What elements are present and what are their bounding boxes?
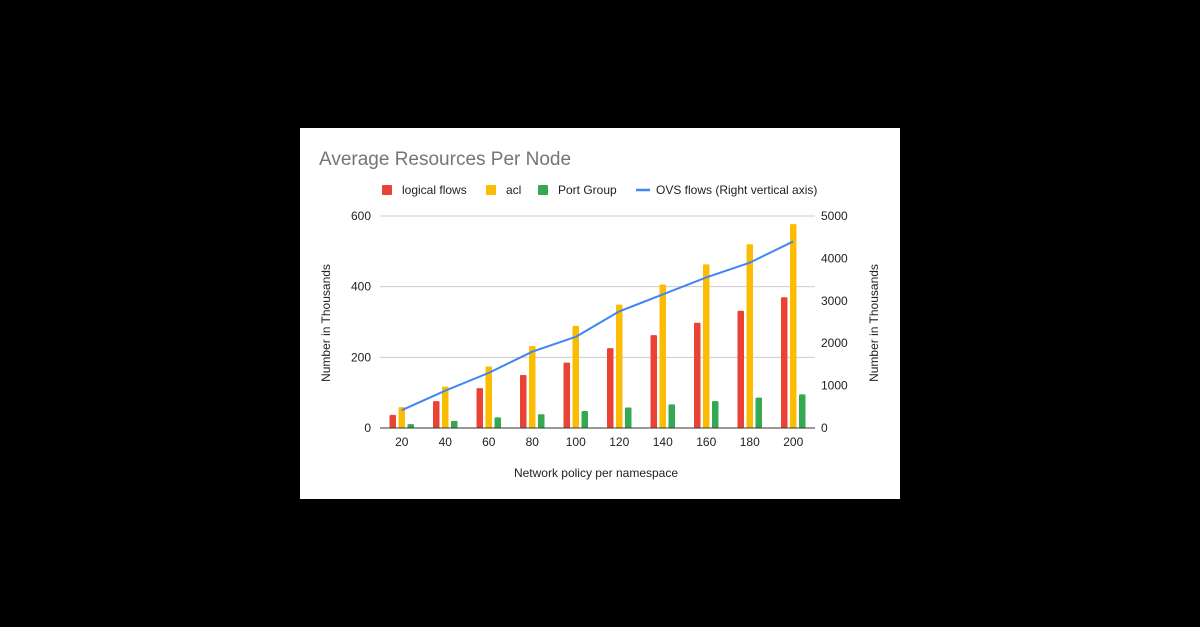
x-axis-title: Network policy per namespace [514,466,678,480]
bar [703,264,710,428]
bar [755,397,762,428]
legend: logical flows acl Port Group OVS flows (Rig… [382,183,817,197]
x-tick-label: 200 [783,435,803,449]
bar [616,304,623,428]
bar [746,244,753,428]
y-tick-label: 600 [351,209,371,223]
x-tick-label: 140 [653,435,673,449]
bar [799,394,806,428]
y2-tick-label: 4000 [821,251,848,265]
bar [389,414,396,428]
legend-swatch [382,185,392,195]
series-line [401,240,794,412]
x-tick-label: 60 [482,435,496,449]
bar [712,401,719,428]
chart-card: Average Resources Per Node logical flows… [300,128,900,499]
bar [442,386,449,428]
bar [668,404,675,428]
bar [520,375,527,428]
y2-tick-label: 1000 [821,379,848,393]
x-tick-label: 40 [439,435,453,449]
y-tick-label: 0 [364,421,371,435]
y-tick-label: 400 [351,280,371,294]
bar [650,335,657,428]
legend-label: acl [506,183,521,197]
legend-label: logical flows [402,183,467,197]
x-tick-label: 160 [696,435,716,449]
axes: 0 200 400 600 0 1000 2000 3000 4000 5000 20 40 60 80 1… [351,209,848,449]
bar [476,388,483,428]
bar [572,325,579,428]
bar [485,366,492,428]
y2-tick-label: 0 [821,421,828,435]
bar [694,322,701,428]
bar [581,411,588,428]
y2-tick-label: 5000 [821,209,848,223]
bar [737,310,744,428]
y-tick-label: 200 [351,350,371,364]
legend-swatch [486,185,496,195]
bar [781,297,788,428]
y-axis-title: Number in Thousands [319,264,333,382]
x-tick-label: 20 [395,435,409,449]
bar [790,224,797,428]
bar [407,424,414,428]
chart: Average Resources Per Node logical flows… [319,149,881,480]
x-tick-label: 100 [566,435,586,449]
bar [659,284,666,428]
x-tick-label: 80 [526,435,540,449]
x-tick-label: 180 [740,435,760,449]
bar [451,420,458,428]
y2-tick-label: 3000 [821,294,848,308]
bar [563,362,570,428]
x-tick-label: 120 [609,435,629,449]
y2-axis-title: Number in Thousands [867,264,881,382]
legend-label: OVS flows (Right vertical axis) [656,183,817,197]
bar [625,407,632,428]
bar [398,407,405,428]
legend-swatch [538,185,548,195]
bar [607,348,614,428]
legend-label: Port Group [558,183,617,197]
y2-tick-label: 2000 [821,336,848,350]
line-series [401,240,794,412]
bar [538,414,545,428]
bar [529,346,536,428]
bars [389,224,806,428]
chart-title: Average Resources Per Node [319,149,571,170]
bar [433,401,440,428]
bar [494,417,501,428]
